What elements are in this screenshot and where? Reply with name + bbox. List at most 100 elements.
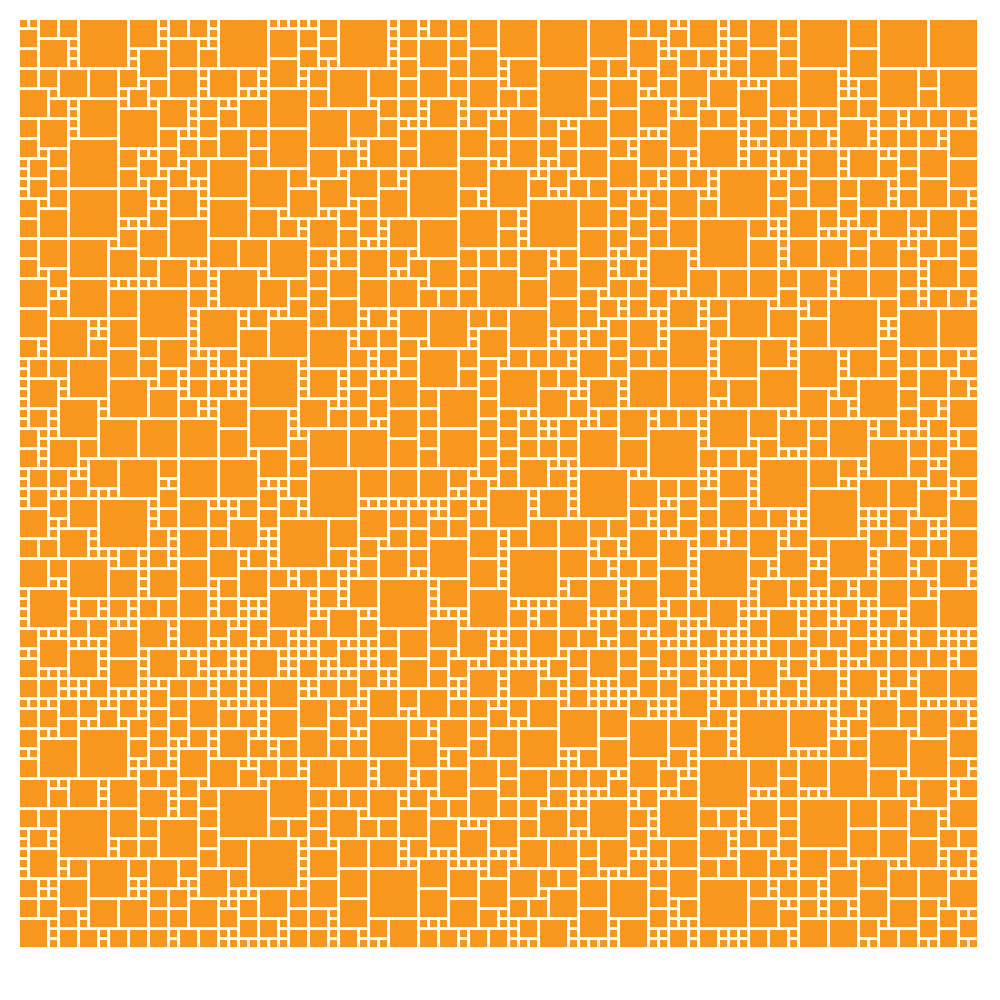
mosaic-square xyxy=(950,640,957,647)
mosaic-square xyxy=(800,160,807,167)
mosaic-square xyxy=(230,510,237,517)
mosaic-square xyxy=(50,790,67,807)
mosaic-square xyxy=(610,770,617,777)
mosaic-square xyxy=(230,520,257,547)
mosaic-square xyxy=(430,260,457,287)
mosaic-square xyxy=(220,370,227,377)
mosaic-square xyxy=(830,760,867,797)
mosaic-square xyxy=(270,540,277,547)
mosaic-square xyxy=(670,530,677,537)
mosaic-square xyxy=(240,240,267,267)
mosaic-square xyxy=(470,50,497,77)
mosaic-square xyxy=(550,190,557,197)
mosaic-square xyxy=(180,560,207,587)
mosaic-square xyxy=(730,650,737,657)
mosaic-square xyxy=(120,170,137,187)
mosaic-square xyxy=(410,740,437,767)
mosaic-square xyxy=(760,340,787,367)
mosaic-square xyxy=(750,610,757,617)
mosaic-square xyxy=(50,630,57,637)
mosaic-square xyxy=(100,330,107,337)
mosaic-square xyxy=(370,400,387,417)
mosaic-square xyxy=(540,920,567,947)
mosaic-square xyxy=(140,600,157,617)
mosaic-square xyxy=(560,190,567,197)
mosaic-square xyxy=(950,700,957,707)
mosaic-square xyxy=(810,180,837,207)
mosaic-square xyxy=(540,800,547,807)
mosaic-square xyxy=(170,700,187,717)
mosaic-square xyxy=(190,160,207,177)
mosaic-square xyxy=(680,50,697,67)
mosaic-square xyxy=(930,590,937,597)
mosaic-square xyxy=(20,190,27,197)
mosaic-square xyxy=(260,90,267,97)
mosaic-square xyxy=(240,310,247,317)
mosaic-square xyxy=(860,610,867,617)
mosaic-square xyxy=(470,510,487,527)
mosaic-square xyxy=(790,170,807,187)
mosaic-square xyxy=(470,820,477,827)
mosaic-square xyxy=(550,260,557,267)
mosaic-square xyxy=(330,810,357,837)
mosaic-square xyxy=(230,650,237,657)
mosaic-square xyxy=(150,100,157,107)
mosaic-square xyxy=(960,780,977,797)
mosaic-square xyxy=(850,620,867,637)
mosaic-square xyxy=(280,940,287,947)
mosaic-square xyxy=(140,710,147,717)
mosaic-square xyxy=(150,390,177,417)
mosaic-square xyxy=(100,550,107,557)
mosaic-square xyxy=(630,190,637,197)
mosaic-square xyxy=(820,750,827,757)
mosaic-square xyxy=(70,600,77,607)
mosaic-square xyxy=(960,630,967,637)
mosaic-square xyxy=(340,20,387,67)
mosaic-square xyxy=(90,70,117,97)
mosaic-square xyxy=(660,500,667,507)
mosaic-square xyxy=(120,190,147,217)
mosaic-square xyxy=(220,600,237,617)
mosaic-square xyxy=(90,680,107,697)
mosaic-square xyxy=(540,680,557,697)
mosaic-square xyxy=(890,530,907,547)
mosaic-square xyxy=(180,740,187,747)
mosaic-square xyxy=(840,170,847,177)
mosaic-square xyxy=(970,770,977,777)
mosaic-square xyxy=(360,240,367,247)
mosaic-square xyxy=(630,220,647,237)
mosaic-square xyxy=(590,420,597,427)
mosaic-square xyxy=(730,710,737,717)
mosaic-square xyxy=(60,390,67,397)
mosaic-square xyxy=(140,620,167,647)
mosaic-square xyxy=(740,80,747,87)
mosaic-square xyxy=(540,490,567,517)
mosaic-square xyxy=(100,490,107,497)
mosaic-square xyxy=(500,530,507,537)
mosaic-square xyxy=(310,600,317,607)
mosaic-square xyxy=(170,890,187,907)
mosaic-square xyxy=(950,880,977,907)
mosaic-square xyxy=(840,160,847,167)
mosaic-square xyxy=(960,640,967,647)
mosaic-square xyxy=(230,620,237,627)
mosaic-square xyxy=(190,380,207,397)
mosaic-square xyxy=(360,500,367,507)
mosaic-square xyxy=(390,370,397,377)
mosaic-square xyxy=(520,240,527,247)
mosaic-square xyxy=(140,80,147,87)
mosaic-square xyxy=(260,710,267,717)
mosaic-square xyxy=(720,650,727,657)
mosaic-square xyxy=(480,860,487,867)
mosaic-square xyxy=(970,760,977,767)
mosaic-square xyxy=(300,760,307,767)
mosaic-square xyxy=(800,850,827,877)
mosaic-square xyxy=(260,270,267,277)
mosaic-square xyxy=(810,540,827,557)
mosaic-square xyxy=(500,60,507,67)
mosaic-square xyxy=(660,320,667,327)
mosaic-square xyxy=(570,930,577,937)
mosaic-square xyxy=(590,690,597,697)
mosaic-square xyxy=(180,590,207,617)
mosaic-square xyxy=(20,410,27,417)
